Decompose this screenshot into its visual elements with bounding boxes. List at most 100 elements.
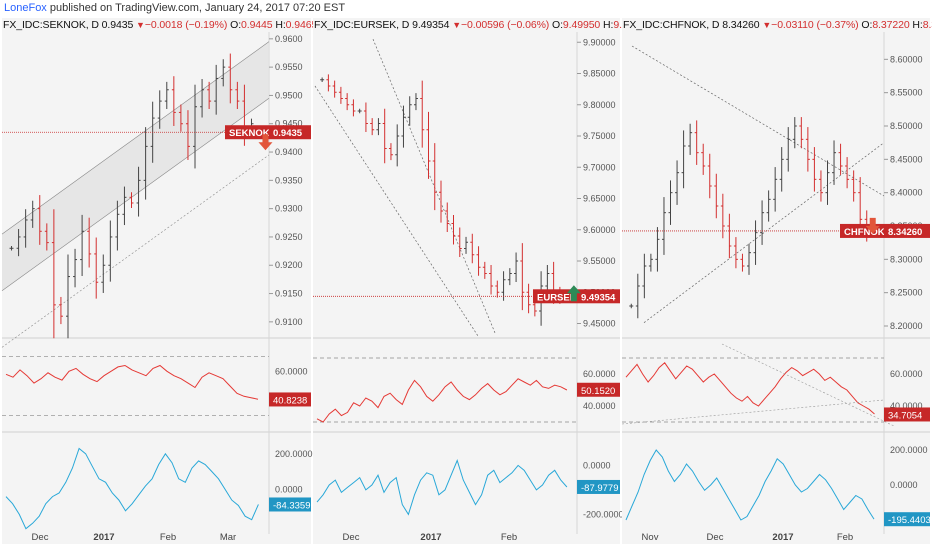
price-tick-label: 8.25000: [890, 288, 923, 298]
price-tick-label: 9.80000: [583, 100, 616, 110]
down-arrow-icon: ▼: [452, 20, 461, 30]
rsi-trend-line: [721, 343, 895, 427]
last-price: 0.9435: [101, 19, 134, 31]
price-tick-label: 9.55000: [583, 256, 616, 266]
cci-tick-label: -200.0000: [583, 509, 624, 519]
x-axis-label: Dec: [32, 532, 49, 543]
open-value: 9.49950: [562, 19, 601, 31]
trend-line: [1, 98, 270, 291]
trend-line: [1, 154, 270, 348]
x-axis-label: 2017: [420, 532, 441, 543]
open-label: O:: [552, 19, 563, 31]
rsi-value-label: 50.1520: [581, 386, 615, 397]
price-tick-label: 0.9600: [275, 34, 303, 44]
trend-line: [643, 142, 885, 323]
rsi-tick-label: 60.0000: [275, 366, 308, 376]
open-value: 8.37220: [872, 19, 910, 31]
down-arrow-icon: ▼: [762, 20, 772, 30]
price-tick-label: 9.70000: [583, 162, 616, 172]
rsi-value-box: [884, 407, 930, 422]
price-tick-label: 0.9350: [275, 175, 303, 185]
down-arrow-icon: ▼: [136, 20, 145, 30]
price-tick-label: 9.45000: [583, 319, 616, 329]
trend-line: [631, 45, 885, 197]
price-tick-label: 0.9450: [275, 119, 303, 129]
cci-tick-label: 200.0000: [890, 445, 928, 455]
rsi-line: [316, 378, 568, 423]
high-label: H:: [912, 19, 923, 31]
last-price-label: 8.34260: [888, 227, 922, 238]
rsi-tick-label: 40.0000: [890, 401, 923, 411]
cci-value-box: [884, 512, 930, 527]
chart-panel-seknok[interactable]: FX_IDC:SEKNOK, D 0.9435 ▼−0.0018 (−0.19%…: [1, 18, 329, 550]
chart-panel-chfnok[interactable]: FX_IDC:CHFNOK, D 8.34260 ▼−0.03110 (−0.3…: [621, 18, 932, 550]
price-tick-label: 9.90000: [583, 37, 616, 47]
cci-line: [316, 459, 568, 516]
high-value: 8.3810: [922, 19, 932, 31]
cci-line: [5, 447, 259, 530]
rsi-value-label: 40.8238: [273, 395, 307, 406]
cci-tick-label: 200.0000: [275, 449, 313, 459]
price-tick-label: 0.9150: [275, 289, 303, 299]
symbol-label: SEKNOK: [229, 128, 270, 139]
cci-value-box: [269, 497, 311, 512]
last-price-box: [884, 223, 930, 238]
x-axis-label: 2017: [772, 532, 793, 543]
rsi-line: [625, 362, 875, 415]
price-tick-label: 0.9550: [275, 62, 303, 72]
last-price-label: 0.9435: [273, 128, 303, 139]
last-price-label: 9.49354: [581, 292, 616, 303]
down-arrow-icon: [865, 217, 880, 234]
symbol-label: CHFNOK: [844, 227, 885, 238]
price-tick-label: 9.60000: [583, 225, 616, 235]
high-label: H:: [275, 19, 286, 31]
publish-text: published on TradingView.com, January 24…: [49, 2, 346, 14]
symbol-name: FX_IDC:SEKNOK, D: [3, 19, 99, 31]
price-tick-label: 8.50000: [890, 121, 923, 131]
cci-tick-label: 0.0000: [275, 484, 303, 494]
x-axis-label: Dec: [707, 532, 724, 543]
last-price: 9.49354: [412, 19, 450, 31]
cci-value-box: [577, 479, 620, 494]
symbol-header: FX_IDC:SEKNOK, D 0.9435 ▼−0.0018 (−0.19%…: [3, 19, 329, 31]
price-tick-label: 0.9400: [275, 147, 303, 157]
symbol-header: FX_IDC:EURSEK, D 9.49354 ▼−0.00596 (−0.0…: [314, 19, 651, 31]
chart-svg: 9.90000 9.85000 9.80000 9.75000 9.70000 9.650…: [313, 32, 624, 543]
price-tick-label: 9.75000: [583, 131, 616, 141]
symbol-label-box: [225, 125, 269, 140]
price-tick-label: 0.9300: [275, 204, 303, 214]
x-axis-label: Feb: [501, 532, 517, 543]
publish-line: LoneFox published on TradingView.com, Ja…: [4, 2, 345, 14]
open-label: O:: [230, 19, 242, 31]
chart-panel-eursek[interactable]: FX_IDC:EURSEK, D 9.49354 ▼−0.00596 (−0.0…: [313, 18, 651, 550]
chart-svg: 8.600008.550008.500008.450008.400008.350…: [621, 32, 931, 543]
rsi-value-box: [577, 382, 620, 397]
high-value: 0.9465: [285, 19, 318, 31]
price-tick-label: 9.85000: [583, 69, 616, 79]
price-change: −0.03110 (−0.37%): [771, 19, 859, 31]
price-tick-label: 9.65000: [583, 194, 616, 204]
price-tick-label: 8.60000: [890, 54, 923, 64]
rsi-tick-label: 60.0000: [583, 369, 616, 379]
price-change: −0.0018 (−0.19%): [144, 19, 228, 31]
price-tick-label: 0.9250: [275, 232, 303, 242]
cci-tick-label: 0.0000: [890, 480, 918, 490]
x-axis-label: Mar: [220, 532, 236, 543]
price-tick-label: 8.45000: [890, 154, 923, 164]
last-price-box: [577, 289, 620, 304]
author-link[interactable]: LoneFox: [4, 2, 47, 14]
rsi-tick-label: 60.0000: [890, 369, 923, 379]
open-label: O:: [861, 19, 873, 31]
trend-line: [372, 38, 496, 334]
rsi-trend-line: [621, 399, 885, 425]
x-axis-label: Feb: [160, 532, 176, 543]
price-tick-label: 0.9200: [275, 260, 303, 270]
chart-svg: 0.9600 0.9550 0.9500 0.9450 0.9400 0.9350 0.93…: [1, 32, 313, 543]
last-price: 8.34260: [722, 19, 760, 31]
price-tick-label: 8.55000: [890, 88, 923, 98]
price-tick-label: 8.30000: [890, 254, 923, 264]
x-axis-label: Feb: [837, 532, 853, 543]
x-axis-label: Nov: [642, 532, 659, 543]
symbol-name: FX_IDC:CHFNOK, D: [623, 19, 720, 31]
